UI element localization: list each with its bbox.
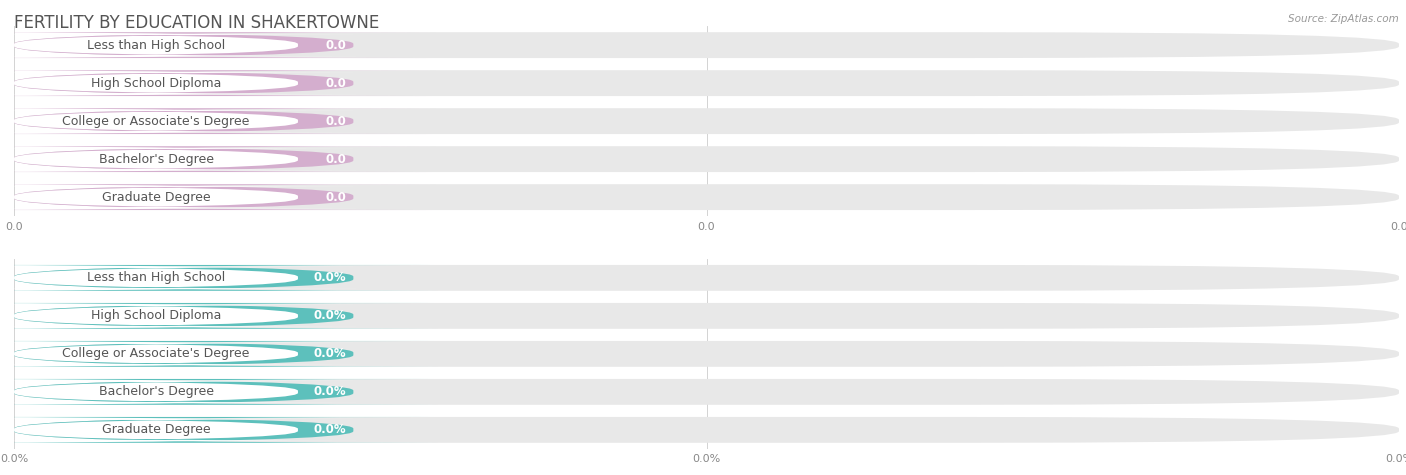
FancyBboxPatch shape [0, 32, 437, 58]
FancyBboxPatch shape [0, 34, 378, 56]
FancyBboxPatch shape [14, 184, 1399, 210]
FancyBboxPatch shape [0, 341, 437, 367]
FancyBboxPatch shape [0, 70, 437, 96]
FancyBboxPatch shape [0, 265, 437, 291]
FancyBboxPatch shape [14, 108, 1399, 134]
Text: Graduate Degree: Graduate Degree [101, 423, 211, 437]
Text: College or Associate's Degree: College or Associate's Degree [62, 347, 250, 361]
FancyBboxPatch shape [14, 146, 1399, 172]
FancyBboxPatch shape [0, 72, 378, 94]
FancyBboxPatch shape [14, 303, 1399, 329]
Text: College or Associate's Degree: College or Associate's Degree [62, 114, 250, 128]
Text: Graduate Degree: Graduate Degree [101, 190, 211, 204]
Text: 0.0: 0.0 [326, 114, 346, 128]
FancyBboxPatch shape [0, 381, 378, 403]
FancyBboxPatch shape [0, 186, 378, 208]
FancyBboxPatch shape [14, 417, 1399, 443]
Text: Less than High School: Less than High School [87, 271, 225, 285]
FancyBboxPatch shape [0, 184, 437, 210]
Text: 0.0%: 0.0% [314, 271, 346, 285]
FancyBboxPatch shape [14, 379, 1399, 405]
Text: 0.0: 0.0 [326, 190, 346, 204]
FancyBboxPatch shape [14, 70, 1399, 96]
FancyBboxPatch shape [0, 305, 378, 327]
FancyBboxPatch shape [0, 343, 378, 365]
FancyBboxPatch shape [0, 303, 437, 329]
Text: Less than High School: Less than High School [87, 38, 225, 52]
FancyBboxPatch shape [0, 379, 437, 405]
FancyBboxPatch shape [0, 267, 378, 289]
Text: FERTILITY BY EDUCATION IN SHAKERTOWNE: FERTILITY BY EDUCATION IN SHAKERTOWNE [14, 14, 380, 32]
Text: High School Diploma: High School Diploma [91, 76, 221, 90]
FancyBboxPatch shape [14, 265, 1399, 291]
FancyBboxPatch shape [0, 146, 437, 172]
FancyBboxPatch shape [0, 108, 437, 134]
Text: 0.0: 0.0 [326, 152, 346, 166]
Text: Bachelor's Degree: Bachelor's Degree [98, 152, 214, 166]
Text: 0.0%: 0.0% [314, 309, 346, 323]
FancyBboxPatch shape [0, 417, 437, 443]
FancyBboxPatch shape [14, 341, 1399, 367]
Text: 0.0%: 0.0% [314, 423, 346, 437]
FancyBboxPatch shape [0, 148, 378, 170]
Text: Source: ZipAtlas.com: Source: ZipAtlas.com [1288, 14, 1399, 24]
Text: 0.0%: 0.0% [314, 347, 346, 361]
Text: High School Diploma: High School Diploma [91, 309, 221, 323]
Text: 0.0%: 0.0% [314, 385, 346, 399]
Text: 0.0: 0.0 [326, 76, 346, 90]
FancyBboxPatch shape [0, 419, 378, 441]
FancyBboxPatch shape [14, 32, 1399, 58]
FancyBboxPatch shape [0, 110, 378, 132]
Text: 0.0: 0.0 [326, 38, 346, 52]
Text: Bachelor's Degree: Bachelor's Degree [98, 385, 214, 399]
